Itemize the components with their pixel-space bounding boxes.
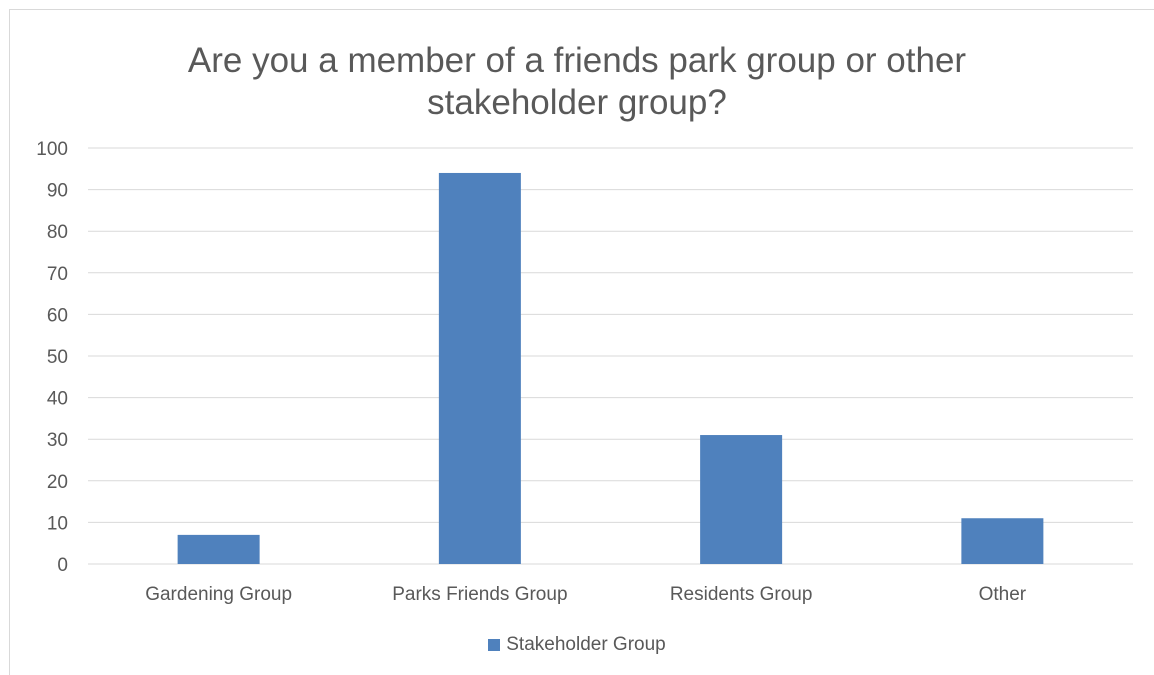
y-tick-label: 0 [57,555,68,576]
y-tick-label: 20 [47,472,68,493]
legend-swatch [488,639,501,651]
bar [700,435,783,564]
chart-title: Are you a member of a friends park group… [0,40,1154,124]
y-tick-label: 40 [47,389,68,410]
bar [177,534,260,564]
y-tick-label: 60 [47,305,68,326]
y-tick-label: 90 [47,181,68,202]
chart-title-line-2: stakeholder group? [427,83,727,122]
plot-area: 0 10 20 30 40 50 60 70 80 90 100 Gardening Group Par… [36,139,1133,605]
x-tick-label: Residents Group [670,584,813,605]
y-tick-label: 100 [36,139,68,160]
y-tick-label: 80 [47,222,68,243]
x-tick-label: Parks Friends Group [392,584,567,605]
x-tick-label: Gardening Group [145,584,292,605]
bar [961,518,1044,564]
legend: Stakeholder Group [0,634,1154,656]
y-tick-label: 70 [47,264,68,285]
bar [438,172,521,564]
x-tick-label: Other [979,584,1027,605]
legend-label: Stakeholder Group [506,634,666,655]
y-tick-label: 10 [47,513,68,534]
chart-title-line-1: Are you a member of a friends park group… [187,41,967,80]
y-tick-label: 30 [47,430,68,451]
y-tick-label: 50 [47,347,68,368]
